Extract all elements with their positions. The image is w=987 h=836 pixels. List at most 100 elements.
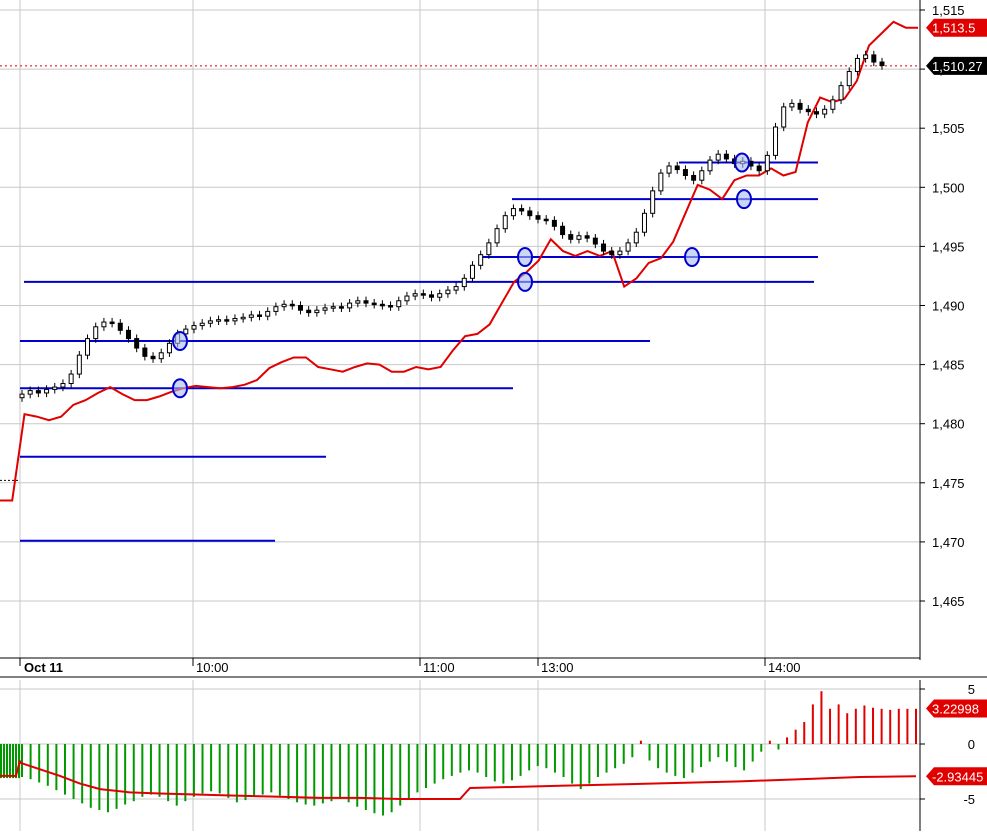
x-tick-label-0: Oct 11 xyxy=(24,660,63,675)
main-x-axis: Oct 11 10:00 11:00 13:00 14:00 xyxy=(19,658,801,675)
candle-body xyxy=(101,321,107,328)
candle-body xyxy=(764,154,770,172)
candle-body xyxy=(363,300,369,304)
candle-body xyxy=(412,293,418,297)
signal-markers xyxy=(172,152,752,399)
signal-marker xyxy=(734,152,750,173)
candle-body xyxy=(486,242,492,256)
candle-body xyxy=(682,169,688,176)
candle-body xyxy=(609,250,615,256)
candle-body xyxy=(355,300,361,304)
candle-body xyxy=(658,172,664,192)
candle-body xyxy=(125,329,131,340)
signal-marker xyxy=(172,378,188,399)
candle-body xyxy=(535,215,541,220)
current-red-label-bg xyxy=(926,18,987,37)
current-signal-label-bg xyxy=(926,767,987,786)
candle-body xyxy=(494,228,500,244)
candle-body xyxy=(437,293,443,298)
candle-body xyxy=(257,314,263,317)
signal-marker xyxy=(517,247,533,268)
candle-body xyxy=(822,108,828,115)
x-tick-label-2: 11:00 xyxy=(423,660,455,675)
candle-body xyxy=(117,322,123,331)
candle-body xyxy=(527,210,533,217)
candle-body xyxy=(781,106,787,128)
candle-body xyxy=(699,170,705,181)
candle-body xyxy=(429,294,435,298)
current-histogram-label-text: 3.22998 xyxy=(932,701,979,716)
candle-body xyxy=(715,153,721,161)
candle-body xyxy=(134,338,140,349)
candle-body xyxy=(27,390,33,395)
candle-body xyxy=(347,302,353,309)
histogram-series xyxy=(0,691,917,816)
candle-body xyxy=(166,342,172,354)
candle-body xyxy=(379,303,385,307)
candle-body xyxy=(461,277,467,288)
candle-body xyxy=(44,388,50,394)
current-price-label-bg xyxy=(926,56,987,75)
x-tick-label-3: 13:00 xyxy=(541,660,574,675)
y-tick-label-7: 1,500 xyxy=(932,180,965,195)
candle-body xyxy=(322,307,328,311)
candle-body xyxy=(158,352,164,360)
candle-body xyxy=(93,326,99,340)
main-y-axis: 1,465 1,470 1,475 1,480 1,485 1,490 1,495 1,500… xyxy=(0,0,987,678)
candle-body xyxy=(617,250,623,256)
candle-body xyxy=(109,321,115,325)
candle-body xyxy=(388,305,394,308)
candle-body xyxy=(52,386,58,390)
candle-body xyxy=(519,208,525,212)
signal-marker xyxy=(517,271,533,292)
y-tick-label-8: 1,505 xyxy=(932,121,965,136)
candle-body xyxy=(306,309,312,314)
candle-body xyxy=(420,293,426,296)
candle-body xyxy=(224,319,230,322)
candle-body xyxy=(641,212,647,233)
main-grid xyxy=(0,0,920,658)
current-red-label: 1,513.5 xyxy=(926,18,987,37)
candle-body xyxy=(60,383,66,388)
candle-body xyxy=(35,390,41,394)
y-tick-label-3: 1,480 xyxy=(932,417,965,432)
signal-marker xyxy=(172,330,188,351)
y-tick-label-10: 1,515 xyxy=(932,3,965,18)
signal-line-path xyxy=(0,760,917,800)
candle-body xyxy=(846,70,852,87)
candle-body xyxy=(510,208,516,217)
candle-body xyxy=(650,190,656,214)
candle-body xyxy=(273,306,279,312)
candle-body xyxy=(830,99,836,110)
y-tick-label-6: 1,495 xyxy=(932,239,965,254)
candle-body xyxy=(85,338,91,356)
current-red-label-text: 1,513.5 xyxy=(932,21,975,36)
candle-body xyxy=(469,264,475,279)
candle-body xyxy=(625,242,631,252)
candle-body xyxy=(207,320,213,324)
y-tick-label-0: 1,465 xyxy=(932,594,965,609)
candle-body xyxy=(560,225,566,236)
x-tick-label-4: 14:00 xyxy=(768,660,801,675)
candle-body xyxy=(502,215,508,230)
candle-body xyxy=(551,219,557,227)
candle-body xyxy=(691,174,697,181)
candle-body xyxy=(838,85,844,101)
red-line-path xyxy=(0,20,918,502)
candle-body xyxy=(199,322,205,327)
candle-body xyxy=(478,254,484,266)
sub-y-tick-label-0: 5 xyxy=(968,682,975,697)
candle-body xyxy=(707,159,713,172)
sub-y-tick-label-2: -5 xyxy=(963,792,975,807)
candle-body xyxy=(854,57,860,72)
sub-y-tick-label-1: 0 xyxy=(968,737,975,752)
y-tick-label-1: 1,470 xyxy=(932,535,965,550)
x-tick-label-1: 10:00 xyxy=(196,660,229,675)
candle-body xyxy=(404,295,410,302)
candle-body xyxy=(289,303,295,307)
red-line-series xyxy=(0,20,920,502)
candle-body xyxy=(183,328,189,335)
signal-line-series xyxy=(0,760,917,800)
